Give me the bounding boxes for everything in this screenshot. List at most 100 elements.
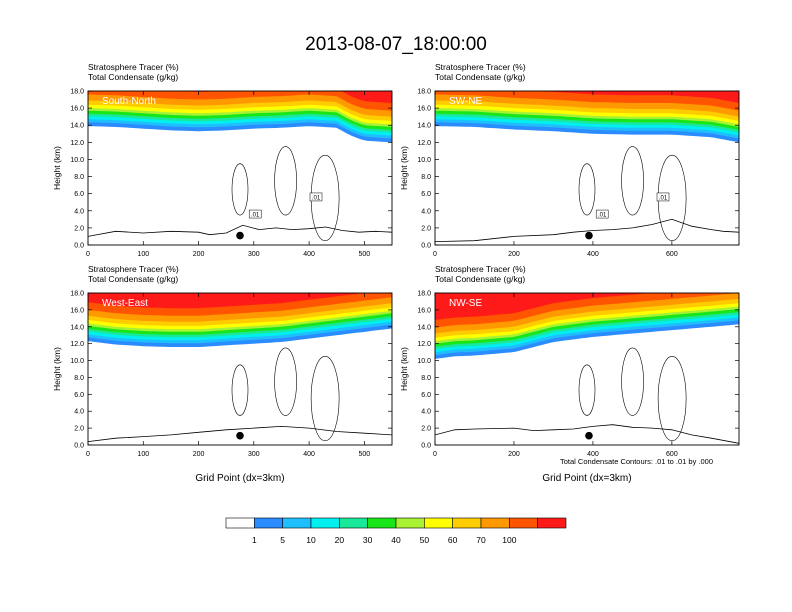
colorbar-label: 10	[306, 535, 316, 545]
condensate-contour	[657, 356, 687, 442]
x-tick-label: 400	[303, 251, 315, 258]
subtitle-tracer: Stratosphere Tracer (%)	[88, 62, 179, 72]
y-tick-label: 0.0	[74, 443, 84, 450]
condensate-contour	[274, 146, 297, 216]
subtitle-condensate: Total Condensate (g/kg)	[435, 274, 525, 284]
subtitle-condensate: Total Condensate (g/kg)	[435, 72, 525, 82]
x-tick-label: 200	[508, 451, 520, 458]
y-tick-label: 10.0	[417, 358, 431, 365]
panel-1: .01 .01 SW-NE Stratosphere Tracer (%)Total …	[399, 62, 740, 258]
y-tick-label: 0.0	[421, 443, 431, 450]
y-tick-label: 16.0	[417, 307, 431, 314]
x-tick-label: 200	[508, 251, 520, 258]
panel-label: NW-SE	[449, 298, 482, 309]
condensate-contour	[621, 146, 644, 216]
y-axis-label: Height (km)	[399, 146, 409, 190]
condensate-contour	[310, 356, 340, 442]
colorbar-label: 70	[476, 535, 486, 545]
colorbar-swatch	[480, 517, 510, 529]
y-tick-label: 4.0	[421, 208, 431, 215]
x-tick-label: 100	[137, 451, 149, 458]
tracer-band-11	[435, 293, 739, 320]
y-tick-label: 0.0	[421, 243, 431, 250]
y-tick-label: 6.0	[74, 191, 84, 198]
y-tick-label: 18.0	[70, 291, 84, 298]
x-tick-label: 0	[433, 451, 437, 458]
contour-label: .01	[598, 213, 607, 219]
condensate-contour	[578, 163, 596, 216]
panel-label: West-East	[102, 298, 148, 309]
y-tick-label: 2.0	[74, 426, 84, 433]
y-tick-label: 18.0	[417, 291, 431, 298]
tracer-band-11	[88, 91, 392, 103]
contour-label: .01	[312, 195, 321, 201]
y-axis-label: Height (km)	[52, 347, 62, 391]
colorbar-swatch	[395, 517, 425, 529]
x-axis-label: Grid Point (dx=3km)	[542, 473, 631, 484]
terrain-line	[88, 425, 392, 442]
subtitle-tracer: Stratosphere Tracer (%)	[88, 264, 179, 274]
contour-label-box	[656, 192, 670, 202]
colorbar-swatch	[424, 517, 453, 529]
x-tick-label: 600	[666, 451, 678, 458]
colorbar-swatch	[282, 517, 312, 529]
terrain-line	[88, 224, 392, 237]
condensate-contour	[231, 364, 249, 416]
x-tick-label: 400	[303, 451, 315, 458]
y-tick-label: 4.0	[74, 409, 84, 416]
panel-label: South-North	[102, 96, 156, 107]
subtitle-tracer: Stratosphere Tracer (%)	[435, 264, 526, 274]
plot-frame	[87, 90, 393, 246]
panel-0: .01 .01 South-North Stratosphere Tracer (%)…	[52, 62, 393, 258]
y-tick-label: 8.0	[74, 174, 84, 181]
location-marker	[585, 231, 593, 240]
colorbar-label: 60	[448, 535, 458, 545]
location-marker	[236, 231, 244, 240]
x-tick-label: 400	[587, 251, 599, 258]
x-tick-label: 300	[248, 451, 260, 458]
x-tick-label: 200	[193, 251, 205, 258]
plot-frame	[434, 292, 740, 446]
colorbar-swatch	[310, 517, 340, 529]
y-tick-label: 10.0	[70, 358, 84, 365]
colorbar-swatch	[537, 517, 567, 529]
y-tick-label: 12.0	[70, 341, 84, 348]
condensate-contour	[274, 347, 297, 416]
panels: .01 .01 South-North Stratosphere Tracer (%)…	[52, 62, 740, 484]
colorbar-swatch	[452, 517, 482, 529]
y-tick-label: 16.0	[417, 106, 431, 113]
panel-label: SW-NE	[449, 96, 482, 107]
tracer-band-10	[435, 91, 739, 111]
y-tick-label: 4.0	[421, 409, 431, 416]
y-tick-label: 12.0	[70, 140, 84, 147]
colorbar-label: 30	[363, 535, 373, 545]
y-tick-label: 8.0	[421, 375, 431, 382]
x-tick-label: 600	[666, 251, 678, 258]
y-tick-label: 8.0	[421, 174, 431, 181]
plot-area: .01 .01	[435, 91, 739, 245]
x-tick-label: 400	[587, 451, 599, 458]
y-tick-label: 14.0	[70, 123, 84, 130]
y-tick-label: 6.0	[421, 191, 431, 198]
plot-area: .01 .01	[88, 91, 392, 245]
y-axis-label: Height (km)	[399, 347, 409, 391]
y-tick-label: 16.0	[70, 307, 84, 314]
condensate-contour	[621, 347, 644, 416]
colorbar-swatch	[339, 517, 368, 529]
panel-3: NW-SE Stratosphere Tracer (%)Total Conden…	[399, 264, 740, 484]
y-tick-label: 12.0	[417, 341, 431, 348]
x-tick-label: 0	[86, 451, 90, 458]
subtitle-condensate: Total Condensate (g/kg)	[88, 72, 178, 82]
y-tick-label: 2.0	[74, 225, 84, 232]
plot-frame	[434, 90, 740, 246]
condensate-contour	[231, 163, 249, 216]
colorbar-swatch	[509, 517, 538, 529]
y-tick-label: 14.0	[70, 324, 84, 331]
colorbar-label: 40	[391, 535, 401, 545]
location-marker	[585, 431, 593, 440]
x-tick-label: 500	[359, 251, 371, 258]
colorbar-swatch	[225, 517, 255, 529]
y-tick-label: 0.0	[74, 243, 84, 250]
y-tick-label: 2.0	[421, 225, 431, 232]
condensate-contour	[578, 364, 596, 416]
